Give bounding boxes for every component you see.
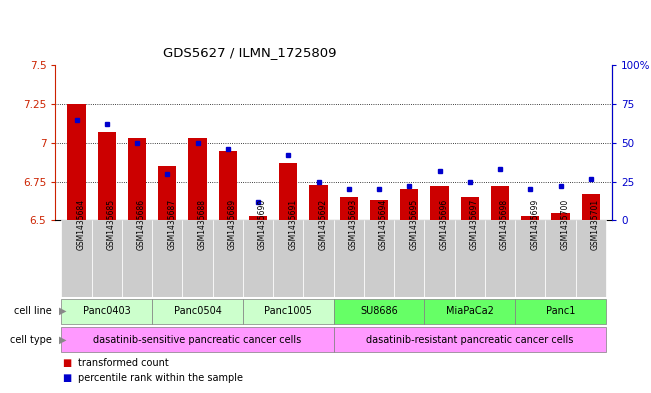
- Bar: [303, 220, 333, 297]
- Text: Panc0504: Panc0504: [174, 306, 221, 316]
- Text: GSM1435689: GSM1435689: [228, 199, 237, 250]
- Bar: [92, 220, 122, 297]
- Bar: [243, 220, 273, 297]
- Bar: [394, 220, 424, 297]
- Bar: [273, 220, 303, 297]
- Bar: [61, 220, 92, 297]
- Bar: [424, 220, 454, 297]
- Bar: [515, 220, 546, 297]
- Text: GSM1435701: GSM1435701: [590, 199, 600, 250]
- Bar: [61, 327, 333, 352]
- Text: MiaPaCa2: MiaPaCa2: [446, 306, 493, 316]
- Text: GSM1435698: GSM1435698: [500, 199, 509, 250]
- Text: ▶: ▶: [59, 334, 66, 345]
- Bar: [158, 166, 176, 220]
- Bar: [152, 299, 243, 324]
- Text: GSM1435684: GSM1435684: [77, 199, 85, 250]
- Bar: [521, 216, 539, 220]
- Bar: [243, 299, 333, 324]
- Bar: [491, 186, 509, 220]
- Bar: [309, 185, 327, 220]
- Bar: [122, 220, 152, 297]
- Text: GSM1435690: GSM1435690: [258, 199, 267, 250]
- Bar: [551, 213, 570, 220]
- Text: ■: ■: [62, 373, 71, 382]
- Bar: [182, 220, 213, 297]
- Text: GSM1435696: GSM1435696: [439, 199, 449, 250]
- Bar: [128, 138, 146, 220]
- Text: cell line: cell line: [14, 306, 52, 316]
- Bar: [485, 220, 515, 297]
- Bar: [546, 220, 575, 297]
- Text: SU8686: SU8686: [360, 306, 398, 316]
- Bar: [582, 194, 600, 220]
- Text: GSM1435695: GSM1435695: [409, 199, 418, 250]
- Text: GSM1435697: GSM1435697: [470, 199, 478, 250]
- Text: GSM1435694: GSM1435694: [379, 199, 388, 250]
- Text: GSM1435686: GSM1435686: [137, 199, 146, 250]
- Bar: [98, 132, 116, 220]
- Text: GSM1435687: GSM1435687: [167, 199, 176, 250]
- Bar: [515, 299, 606, 324]
- Text: Panc1005: Panc1005: [264, 306, 312, 316]
- Text: GSM1435700: GSM1435700: [561, 199, 570, 250]
- Text: GDS5627 / ILMN_1725809: GDS5627 / ILMN_1725809: [163, 46, 337, 59]
- Bar: [219, 151, 237, 220]
- Bar: [400, 189, 419, 220]
- Text: ■: ■: [62, 358, 71, 367]
- Text: GSM1435688: GSM1435688: [197, 199, 206, 250]
- Bar: [575, 220, 606, 297]
- Bar: [213, 220, 243, 297]
- Text: transformed count: transformed count: [78, 358, 169, 367]
- Bar: [333, 299, 424, 324]
- Text: Panc1: Panc1: [546, 306, 575, 316]
- Bar: [424, 299, 515, 324]
- Text: GSM1435691: GSM1435691: [288, 199, 298, 250]
- Bar: [68, 104, 85, 220]
- Text: percentile rank within the sample: percentile rank within the sample: [78, 373, 243, 382]
- Bar: [454, 220, 485, 297]
- Text: dasatinib-resistant pancreatic cancer cells: dasatinib-resistant pancreatic cancer ce…: [366, 334, 574, 345]
- Text: GSM1435699: GSM1435699: [531, 199, 539, 250]
- Bar: [152, 220, 182, 297]
- Bar: [430, 186, 449, 220]
- Text: GSM1435692: GSM1435692: [318, 199, 327, 250]
- Bar: [279, 163, 298, 220]
- Text: GSM1435685: GSM1435685: [107, 199, 116, 250]
- Bar: [461, 197, 479, 220]
- Bar: [340, 197, 358, 220]
- Text: GSM1435693: GSM1435693: [349, 199, 358, 250]
- Bar: [188, 138, 206, 220]
- Text: dasatinib-sensitive pancreatic cancer cells: dasatinib-sensitive pancreatic cancer ce…: [93, 334, 301, 345]
- Bar: [249, 216, 267, 220]
- Text: ▶: ▶: [59, 306, 66, 316]
- Bar: [364, 220, 394, 297]
- Text: cell type: cell type: [10, 334, 52, 345]
- Bar: [61, 299, 152, 324]
- Text: Panc0403: Panc0403: [83, 306, 131, 316]
- Bar: [333, 220, 364, 297]
- Bar: [333, 327, 606, 352]
- Bar: [370, 200, 388, 220]
